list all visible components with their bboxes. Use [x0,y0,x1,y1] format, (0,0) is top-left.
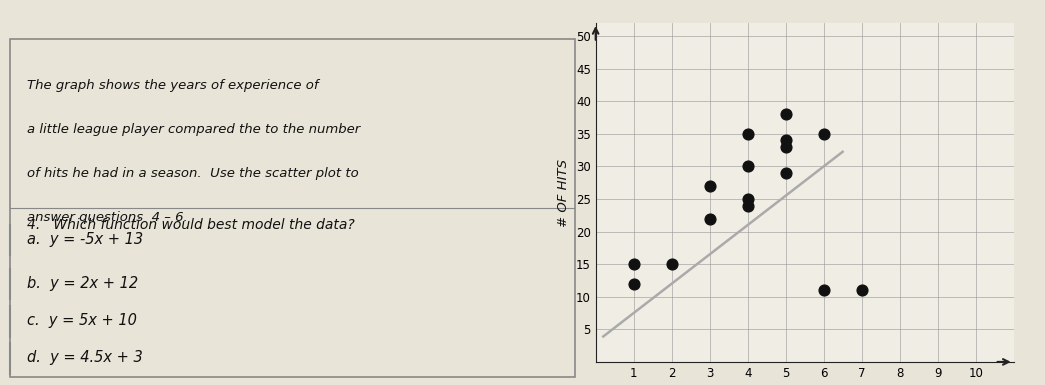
Text: answer questions  4 – 6.: answer questions 4 – 6. [27,211,188,224]
Point [739,203,756,209]
Point [701,183,718,189]
Point [854,287,870,293]
Text: d.  y = 4.5x + 3: d. y = 4.5x + 3 [27,350,143,365]
Point [701,216,718,222]
Text: The graph shows the years of experience of: The graph shows the years of experience … [27,79,319,92]
Point [815,287,832,293]
Point [625,281,642,287]
Point [777,170,794,176]
Text: b.  y = 2x + 12: b. y = 2x + 12 [27,276,139,291]
Text: a little league player compared the to the number: a little league player compared the to t… [27,123,361,136]
Text: of hits he had in a season.  Use the scatter plot to: of hits he had in a season. Use the scat… [27,167,359,180]
Point [739,131,756,137]
Point [664,261,680,267]
Point [777,111,794,117]
Text: 4.   Which function would best model the data?: 4. Which function would best model the d… [27,218,355,232]
Point [739,196,756,202]
Text: c.  y = 5x + 10: c. y = 5x + 10 [27,313,137,328]
Point [739,163,756,169]
Point [777,144,794,150]
Point [625,261,642,267]
Point [815,131,832,137]
Point [777,137,794,144]
Text: a.  y = -5x + 13: a. y = -5x + 13 [27,232,143,247]
Y-axis label: # OF HITS: # OF HITS [557,159,571,226]
